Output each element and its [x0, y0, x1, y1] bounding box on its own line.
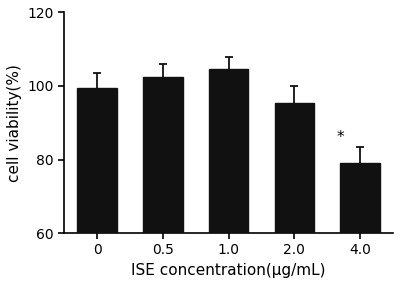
- Y-axis label: cell viability(%): cell viability(%): [7, 64, 22, 182]
- Text: *: *: [337, 130, 344, 145]
- Bar: [340, 163, 380, 233]
- Bar: [275, 103, 314, 233]
- Bar: [78, 88, 117, 233]
- Bar: [209, 70, 248, 233]
- X-axis label: ISE concentration(μg/mL): ISE concentration(μg/mL): [132, 263, 326, 278]
- Bar: [143, 77, 183, 233]
